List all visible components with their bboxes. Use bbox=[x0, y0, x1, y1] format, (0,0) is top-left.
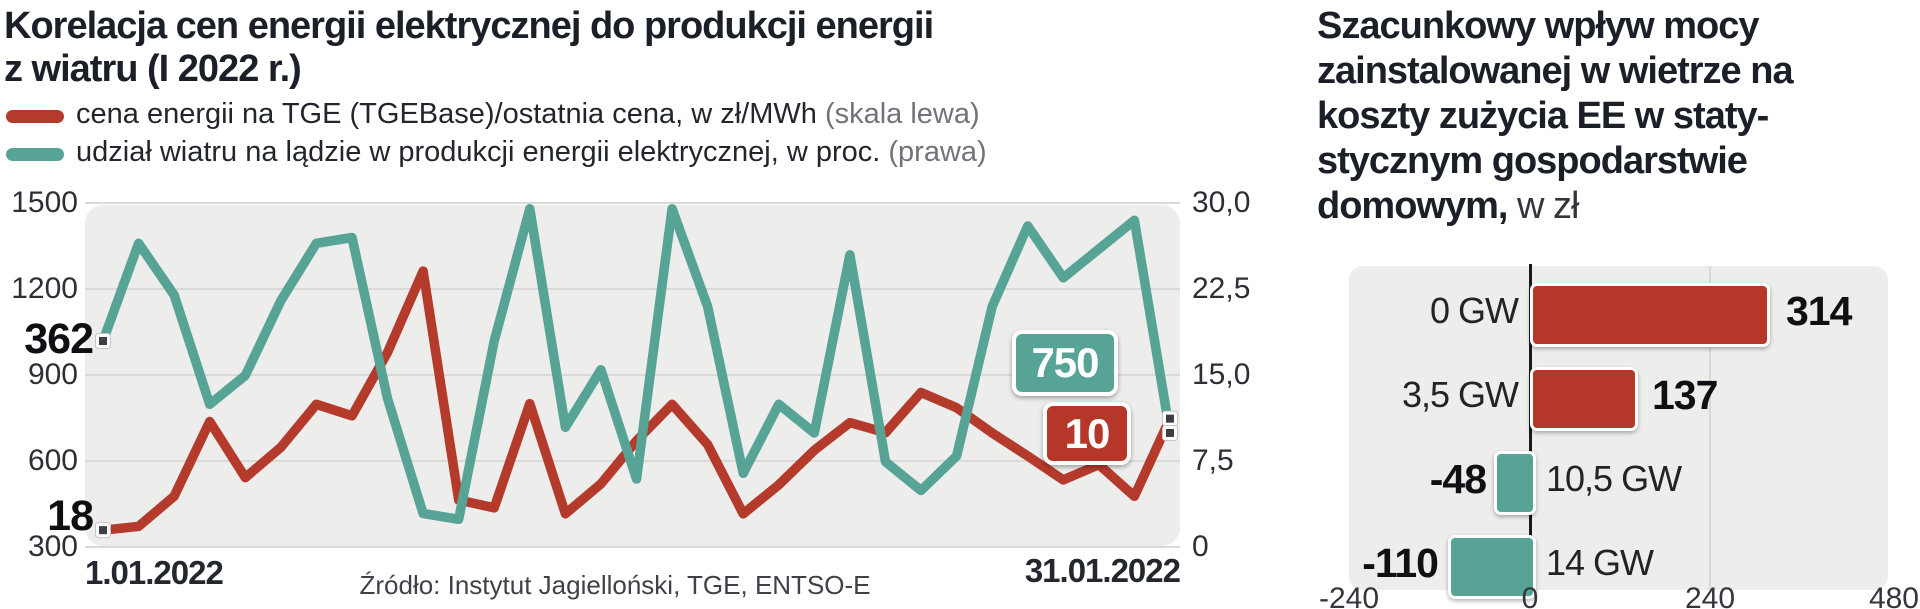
left-axis-tick-600: 600 bbox=[27, 444, 78, 477]
x-axis-start-date: 1.01.2022 bbox=[85, 554, 224, 591]
gridline-600 bbox=[85, 460, 1180, 462]
right-axis-tick-0: 0 bbox=[1192, 530, 1209, 563]
right-chart-title-line4: stycznym gospodarstwie bbox=[1317, 140, 1748, 182]
right-axis-tick-22-5: 22,5 bbox=[1192, 272, 1251, 305]
legend-wind-suffix: (prawa) bbox=[880, 136, 987, 168]
left-axis-tick-900: 900 bbox=[27, 358, 78, 391]
right-axis-tick-7-5: 7,5 bbox=[1192, 444, 1234, 477]
legend-wind-label: udział wiatru na lądzie w produkcji ener… bbox=[76, 136, 881, 168]
right-chart-title-bold: domowym, bbox=[1317, 185, 1508, 227]
legend-dash-wind-icon bbox=[6, 148, 64, 161]
right-chart-title-line5: domowym, w zł bbox=[1317, 184, 1579, 229]
bar-10-5-GW bbox=[1494, 451, 1536, 515]
bar-gridline-240 bbox=[1709, 266, 1711, 590]
x-axis-end-date: 31.01.2022 bbox=[1024, 552, 1181, 589]
bar-tick-0: 0 bbox=[1521, 582, 1539, 609]
source-note: Źródło: Instytut Jagielloński, TGE, ENTS… bbox=[359, 570, 871, 600]
legend-item-wind: udział wiatru na lądzie w produkcji ener… bbox=[76, 136, 987, 169]
right-chart-title-line1: Szacunkowy wpływ mocy bbox=[1317, 5, 1759, 47]
bar-value-minus48: -48 bbox=[1429, 456, 1487, 502]
gridline-1500 bbox=[85, 202, 1180, 204]
bar-zero-axis bbox=[1529, 264, 1532, 594]
bar-14-GW bbox=[1448, 535, 1536, 599]
right-axis-tick-15: 15,0 bbox=[1192, 358, 1251, 391]
bar-tick-240: 240 bbox=[1684, 582, 1736, 609]
end-value-box-750: 750 bbox=[1012, 330, 1118, 396]
bar-category-10-5gw: 10,5 GW bbox=[1546, 458, 1682, 499]
bar-value-314: 314 bbox=[1786, 288, 1852, 334]
bar-category-14gw: 14 GW bbox=[1546, 542, 1654, 583]
bar-value-137: 137 bbox=[1652, 372, 1718, 418]
left-chart-title-line2: z wiatru (I 2022 r.) bbox=[4, 48, 302, 90]
legend-dash-price-icon bbox=[6, 110, 64, 123]
end-value-box-10: 10 bbox=[1043, 402, 1131, 465]
start-value-price: 362 bbox=[24, 315, 94, 363]
left-axis-tick-1200: 1200 bbox=[11, 272, 78, 305]
legend-item-price: cena energii na TGE (TGEBase)/ostatnia c… bbox=[76, 98, 980, 131]
bar-3-5-GW bbox=[1530, 367, 1638, 431]
left-axis-tick-1500: 1500 bbox=[11, 186, 78, 219]
legend-price-suffix: (skala lewa) bbox=[816, 98, 980, 130]
right-axis-tick-30: 30,0 bbox=[1192, 186, 1251, 219]
bar-0-GW bbox=[1530, 283, 1770, 347]
left-axis-tick-300: 300 bbox=[27, 530, 78, 563]
right-chart-title-unit: w zł bbox=[1507, 185, 1579, 227]
start-value-share: 18 bbox=[47, 492, 94, 540]
left-chart-title-line1: Korelacja cen energii elektrycznej do pr… bbox=[4, 5, 934, 47]
bar-tick-minus240: -240 bbox=[1318, 582, 1380, 609]
bar-plot-background bbox=[1349, 264, 1888, 599]
bar-category-0gw: 0 GW bbox=[1429, 290, 1519, 331]
gridline-300 bbox=[85, 546, 1180, 548]
gridline-1200 bbox=[85, 288, 1180, 290]
right-chart-title-line3: koszty zużycia EE w staty- bbox=[1317, 95, 1769, 137]
bar-tick-480: 480 bbox=[1868, 582, 1919, 609]
right-chart-title-line2: zainstalowanej w wietrze na bbox=[1317, 50, 1794, 92]
bar-value-minus110: -110 bbox=[1362, 540, 1439, 586]
legend-price-label: cena energii na TGE (TGEBase)/ostatnia c… bbox=[76, 98, 817, 130]
bar-category-3-5gw: 3,5 GW bbox=[1401, 374, 1519, 415]
